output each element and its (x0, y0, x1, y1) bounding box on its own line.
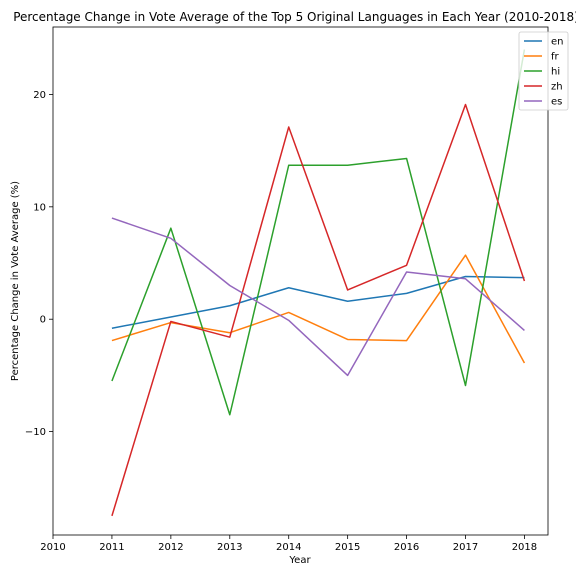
plot-frame (52, 26, 549, 536)
x-tick-label: 2012 (158, 542, 183, 553)
x-tick-label: 2013 (217, 542, 242, 553)
x-axis: 2010 2011 2012 2013 2014 2015 2016 2017 2018 (40, 535, 537, 553)
legend: en fr hi zh es (518, 31, 569, 111)
series-lines (111, 49, 526, 517)
series-line-zh (111, 103, 526, 517)
chart-title: Percentage Change in Vote Average of the… (13, 10, 576, 24)
x-axis-label: Year (288, 555, 311, 566)
legend-label-fr: fr (551, 52, 560, 63)
y-axis-label: Percentage Change in Vote Average (%) (10, 181, 21, 381)
x-tick-label: 2011 (99, 542, 124, 553)
x-tick-label: 2017 (453, 542, 478, 553)
legend-label-zh: zh (551, 82, 563, 93)
series-line-hi (111, 49, 526, 416)
series-line-es (111, 217, 525, 377)
x-tick-label: 2016 (394, 542, 419, 553)
plot-area (52, 26, 549, 536)
y-tick-label: 10 (33, 202, 46, 213)
x-tick-label: 2015 (335, 542, 360, 553)
x-tick-label: 2018 (512, 542, 537, 553)
legend-box (518, 31, 569, 111)
legend-label-es: es (551, 97, 562, 108)
y-tick-label: 20 (33, 90, 46, 101)
y-tick-label: −10 (25, 427, 46, 438)
legend-label-en: en (551, 37, 564, 48)
series-line-en (111, 275, 525, 329)
legend-label-hi: hi (551, 67, 560, 78)
x-tick-label: 2014 (276, 542, 301, 553)
y-axis: −10 0 10 20 (25, 90, 53, 438)
y-tick-label: 0 (40, 315, 46, 326)
x-tick-label: 2010 (40, 542, 65, 553)
